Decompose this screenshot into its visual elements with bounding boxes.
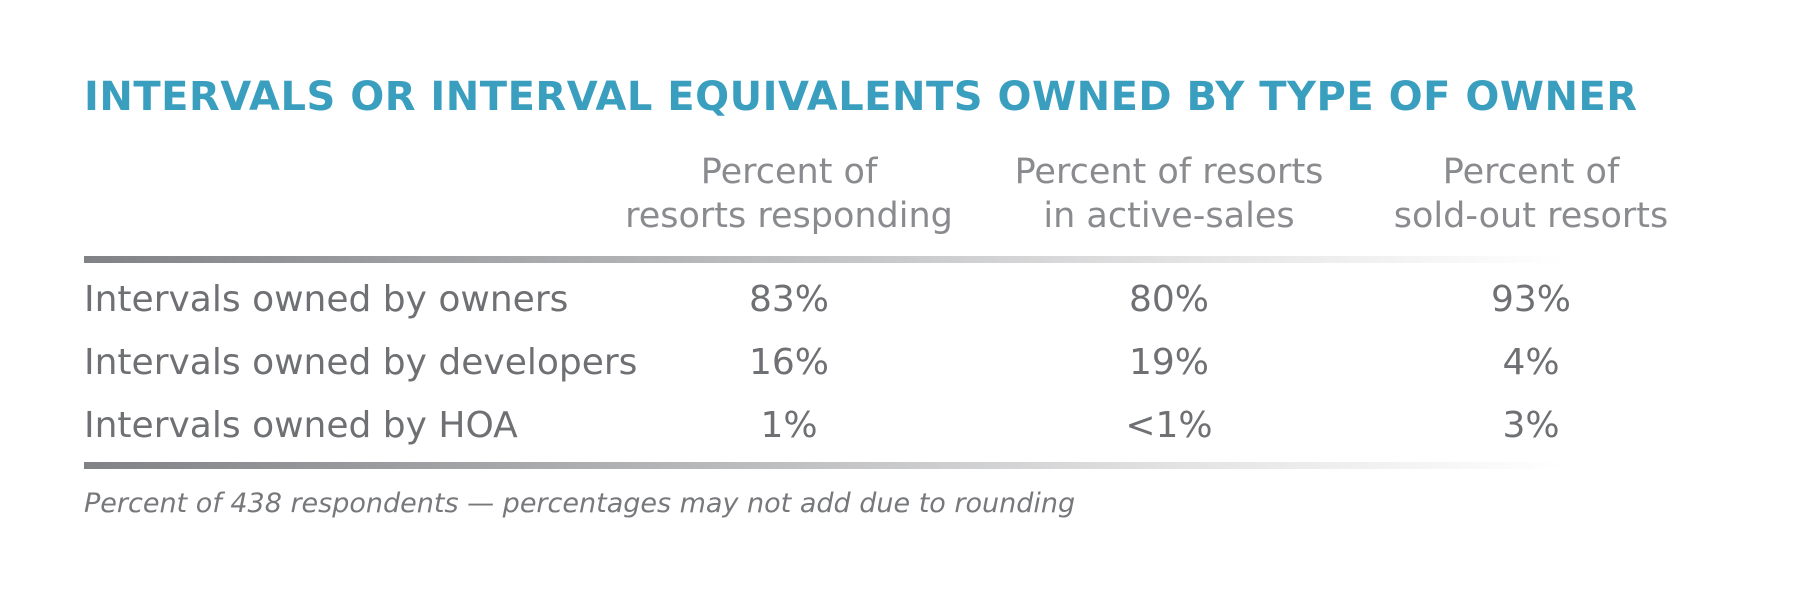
cell-value: <1% [1125, 405, 1213, 446]
header-line: Percent of resorts [1014, 152, 1324, 192]
rule [84, 462, 1564, 469]
column-header: Percent of resorts in active-sales [979, 150, 1359, 238]
table-title: INTERVALS OR INTERVAL EQUIVALENTS OWNED … [84, 74, 1638, 120]
cell-value: 93% [1490, 279, 1571, 320]
cell-value: 80% [1128, 279, 1209, 320]
cell-value: 83% [748, 279, 829, 320]
column-header: Percent of sold-out resorts [1341, 150, 1721, 238]
cell-value: 1% [760, 405, 818, 446]
cell-value: 16% [748, 342, 829, 383]
header-line: in active-sales [1043, 196, 1295, 236]
cell-value: 19% [1128, 342, 1209, 383]
column-header: Percent of resorts responding [599, 150, 979, 238]
row-label: Intervals owned by HOA [84, 405, 518, 446]
rule [84, 256, 1564, 263]
footnote: Percent of 438 respondents — percentages… [84, 488, 1076, 519]
header-line: resorts responding [625, 196, 953, 236]
row-label: Intervals owned by developers [84, 342, 638, 383]
header-line: sold-out resorts [1393, 196, 1669, 236]
cell-value: 4% [1502, 342, 1560, 383]
header-line: Percent of [1442, 152, 1620, 192]
header-line: Percent of [700, 152, 878, 192]
row-label: Intervals owned by owners [84, 279, 569, 320]
cell-value: 3% [1502, 405, 1560, 446]
